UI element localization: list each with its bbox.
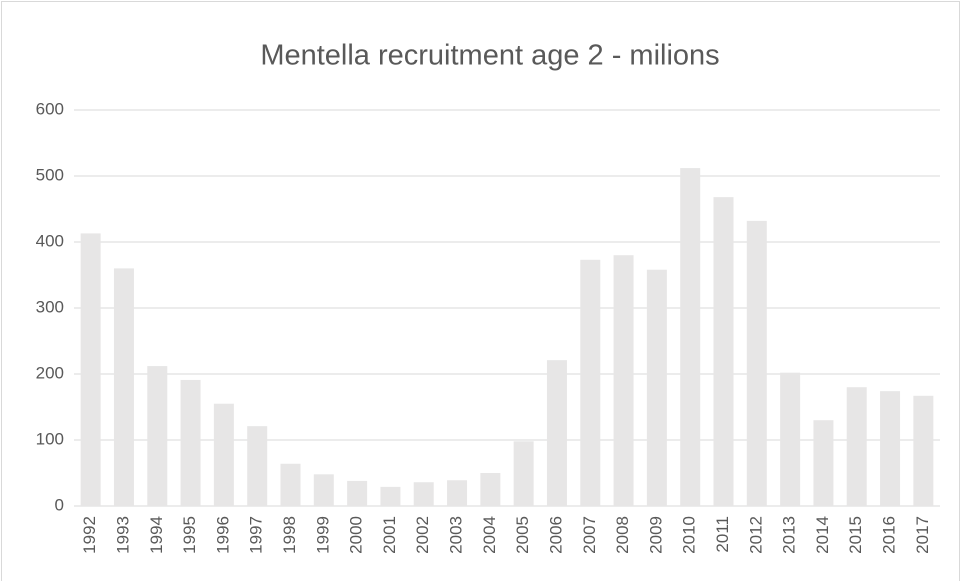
bar xyxy=(880,391,901,506)
x-tick-label: 2000 xyxy=(347,516,366,554)
bar xyxy=(513,441,534,506)
bar xyxy=(580,259,601,506)
bar xyxy=(713,197,734,506)
bar xyxy=(780,372,801,506)
y-tick-label: 400 xyxy=(36,231,64,250)
bar xyxy=(613,255,634,506)
x-tick-label: 2017 xyxy=(913,516,932,554)
x-tick-label: 2005 xyxy=(513,516,532,554)
bar xyxy=(180,379,201,506)
x-tick-label: 2012 xyxy=(746,516,765,554)
bar xyxy=(313,474,334,506)
bar xyxy=(546,360,567,506)
x-tick-label: 2003 xyxy=(447,516,466,554)
x-tick-label: 1992 xyxy=(80,516,99,554)
x-tick-label: 2007 xyxy=(580,516,599,554)
y-tick-label: 600 xyxy=(36,99,64,118)
x-tick-label: 1993 xyxy=(113,516,132,554)
x-tick-label: 1999 xyxy=(313,516,332,554)
x-tick-label: 1994 xyxy=(147,516,166,554)
x-tick-label: 2015 xyxy=(846,516,865,554)
bar xyxy=(113,268,134,506)
bar xyxy=(380,486,401,506)
y-tick-label: 300 xyxy=(36,297,64,316)
chart-title: Mentella recruitment age 2 - milions xyxy=(260,40,719,72)
x-tick-label: 2004 xyxy=(480,516,499,554)
bar xyxy=(846,387,867,506)
x-tick-label: 1995 xyxy=(180,516,199,554)
bar xyxy=(480,473,501,506)
x-tick-label: 2009 xyxy=(646,516,665,554)
y-tick-label: 500 xyxy=(36,165,64,184)
bar xyxy=(147,366,168,506)
x-tick-label: 1996 xyxy=(213,516,232,554)
x-tick-label: 2010 xyxy=(680,516,699,554)
bar xyxy=(447,480,468,506)
bar xyxy=(80,233,101,507)
y-tick-label: 100 xyxy=(36,429,64,448)
x-tick-label: 1998 xyxy=(280,516,299,554)
bar xyxy=(213,403,234,506)
x-tick-label: 2006 xyxy=(546,516,565,554)
x-tick-label: 2008 xyxy=(613,516,632,554)
x-tick-label: 2014 xyxy=(813,516,832,554)
bar xyxy=(646,269,667,506)
y-tick-label: 0 xyxy=(55,495,64,514)
y-tick-label: 200 xyxy=(36,363,64,382)
bar xyxy=(347,480,368,506)
bar xyxy=(813,420,834,506)
x-tick-label: 1997 xyxy=(247,516,266,554)
x-tick-label: 2002 xyxy=(413,516,432,554)
x-tick-label: 2011 xyxy=(713,516,732,553)
bar xyxy=(746,220,767,506)
bar xyxy=(413,482,434,506)
bar xyxy=(280,463,301,506)
bar xyxy=(247,426,268,506)
bar xyxy=(680,168,701,506)
x-tick-label: 2001 xyxy=(380,516,399,554)
x-tick-label: 2016 xyxy=(880,516,899,554)
bar xyxy=(913,395,934,506)
x-tick-label: 2013 xyxy=(780,516,799,554)
